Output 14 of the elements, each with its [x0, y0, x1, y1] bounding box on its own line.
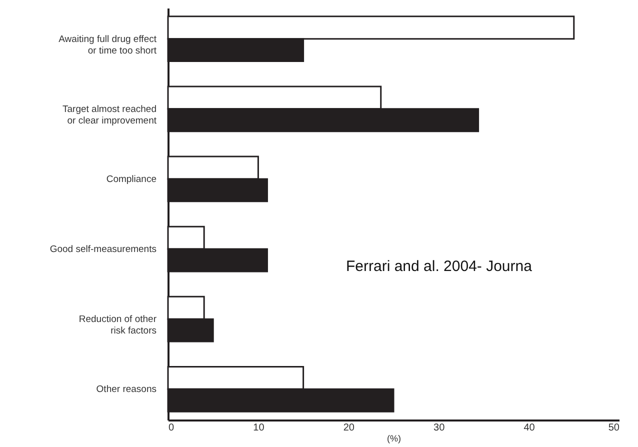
x-tick-label: 30	[434, 422, 446, 434]
y-tick-label: Other reasons	[96, 384, 157, 396]
y-tick-label: Target almost reached or clear improvement	[62, 104, 157, 126]
y-tick-label: Reduction of other risk factors	[78, 314, 157, 337]
x-axis-title: (%)	[387, 434, 401, 444]
x-tick-label: 10	[253, 422, 265, 434]
annotation: Ferrari and al. 2004- Journa	[346, 258, 533, 275]
y-tick-label: Awaiting full drug effect or time too short	[58, 34, 157, 56]
y-tick-label: Compliance	[106, 174, 156, 185]
x-tick-label: 0	[168, 422, 174, 434]
x-tick-label: 40	[524, 422, 536, 434]
x-tick-label: 20	[343, 422, 355, 434]
y-tick-label: Good self-measurements	[50, 244, 157, 256]
x-tick-label: 50	[608, 422, 620, 434]
